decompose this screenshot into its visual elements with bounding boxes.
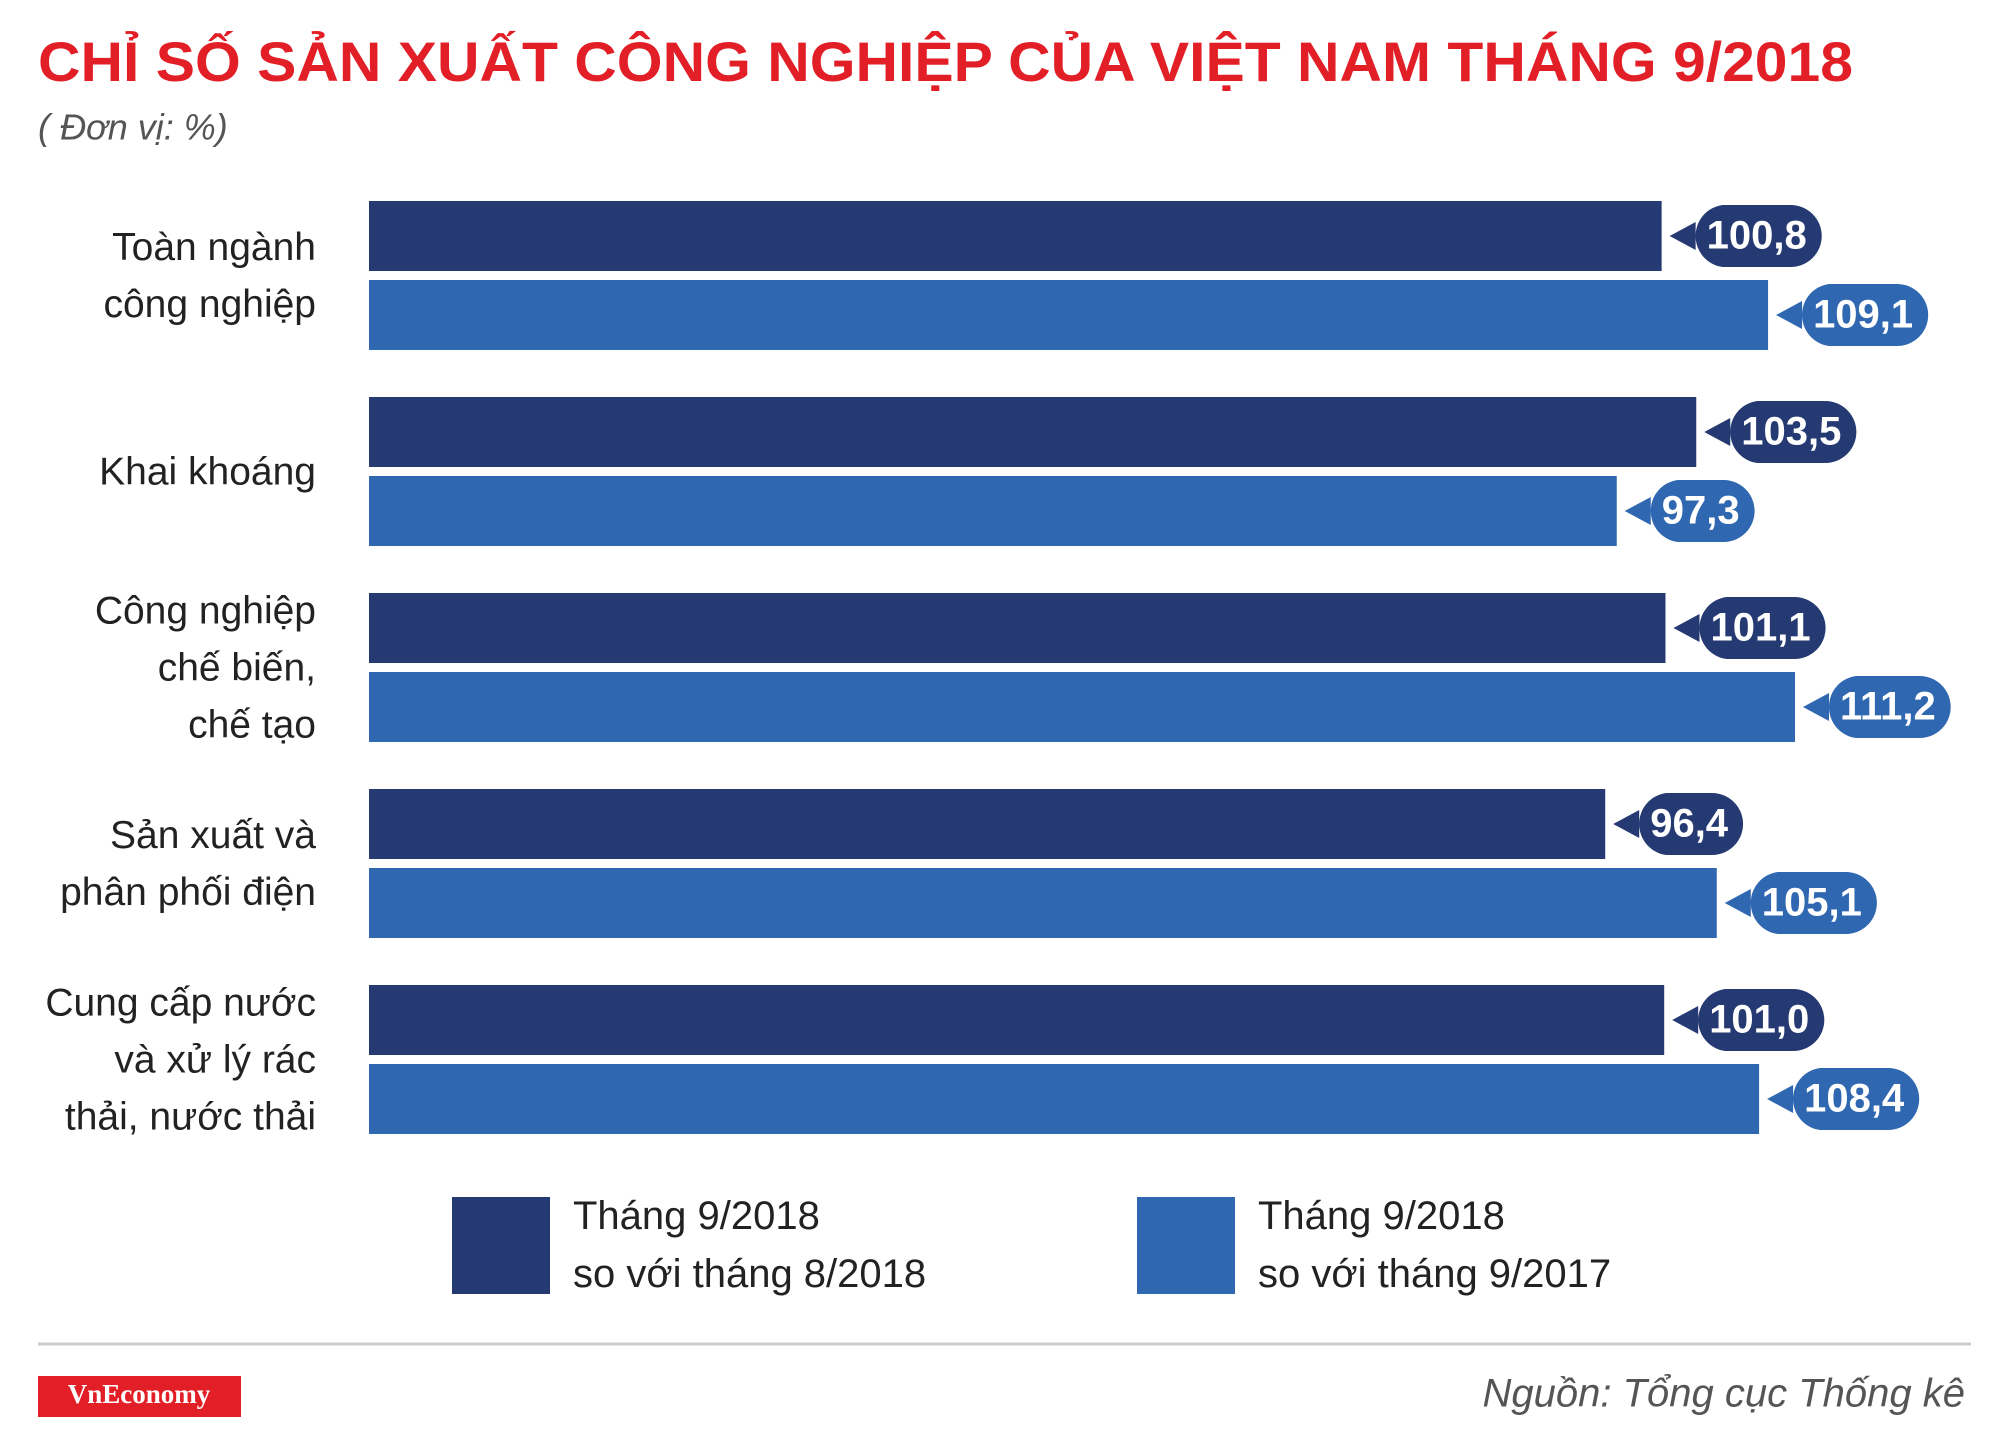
- value-bubble: [1669, 205, 1822, 267]
- bar: [369, 593, 1666, 663]
- bar: [369, 1064, 1760, 1134]
- category-label: Công nghiệp chế biến, chế tạo: [94, 589, 316, 746]
- bar: [369, 201, 1662, 271]
- value-label: 101,0: [1709, 998, 1809, 1042]
- logo-box: [38, 1376, 241, 1417]
- legend-label: Tháng 9/2018 so với tháng 9/2017: [1258, 1194, 1612, 1296]
- value-bubble: [1673, 597, 1826, 659]
- value-bubble: [1613, 793, 1744, 855]
- category-label: Khai khoáng: [99, 450, 316, 493]
- value-label: 101,1: [1710, 606, 1810, 650]
- chart-subtitle: ( Đơn vị: %): [38, 107, 228, 148]
- value-label: 108,4: [1804, 1077, 1905, 1121]
- source: Nguồn: Tổng cục Thống kê: [1482, 1372, 1965, 1416]
- category-label: Cung cấp nước và xử lý rác thải, nước th…: [45, 981, 316, 1138]
- value-bubble: [1803, 676, 1951, 738]
- chart-title: CHỈ SỐ SẢN XUẤT CÔNG NGHIỆP CỦA VIỆT NAM…: [38, 30, 1853, 93]
- value-label: 109,1: [1813, 293, 1913, 337]
- bar: [369, 672, 1795, 742]
- category-label: Toàn ngành công nghiệp: [103, 225, 316, 326]
- category-label: Sản xuất và phân phối điện: [60, 813, 316, 914]
- value-bubble: [1776, 284, 1929, 346]
- value-label: 100,8: [1707, 214, 1807, 258]
- value-label: 105,1: [1762, 881, 1862, 925]
- bar: [369, 789, 1606, 859]
- bar: [369, 868, 1717, 938]
- legend-swatch: [452, 1197, 550, 1294]
- bar: [369, 476, 1617, 546]
- value-bubble: [1672, 989, 1825, 1051]
- bar: [369, 397, 1697, 467]
- value-bubble: [1624, 480, 1755, 542]
- value-bubble: [1724, 872, 1877, 934]
- bar: [369, 280, 1769, 350]
- value-label: 103,5: [1741, 410, 1841, 454]
- value-label: 96,4: [1650, 802, 1729, 846]
- value-label: 97,3: [1662, 489, 1740, 533]
- value-bubble: [1767, 1068, 1920, 1130]
- bar: [369, 985, 1665, 1055]
- legend-swatch: [1137, 1197, 1235, 1294]
- value-label: 111,2: [1840, 685, 1936, 729]
- value-bubble: [1704, 401, 1857, 463]
- legend-label: Tháng 9/2018 so với tháng 8/2018: [573, 1194, 927, 1296]
- logo: VnEconomy: [68, 1379, 211, 1409]
